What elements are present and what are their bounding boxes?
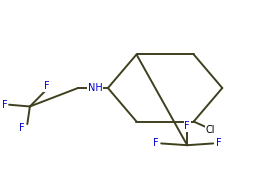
Text: NH: NH: [88, 83, 103, 93]
Text: F: F: [19, 123, 24, 133]
Text: F: F: [216, 139, 222, 148]
Text: Cl: Cl: [206, 125, 215, 135]
Text: F: F: [44, 81, 50, 91]
Text: F: F: [153, 139, 158, 148]
Text: F: F: [2, 100, 7, 110]
Text: F: F: [184, 121, 190, 131]
